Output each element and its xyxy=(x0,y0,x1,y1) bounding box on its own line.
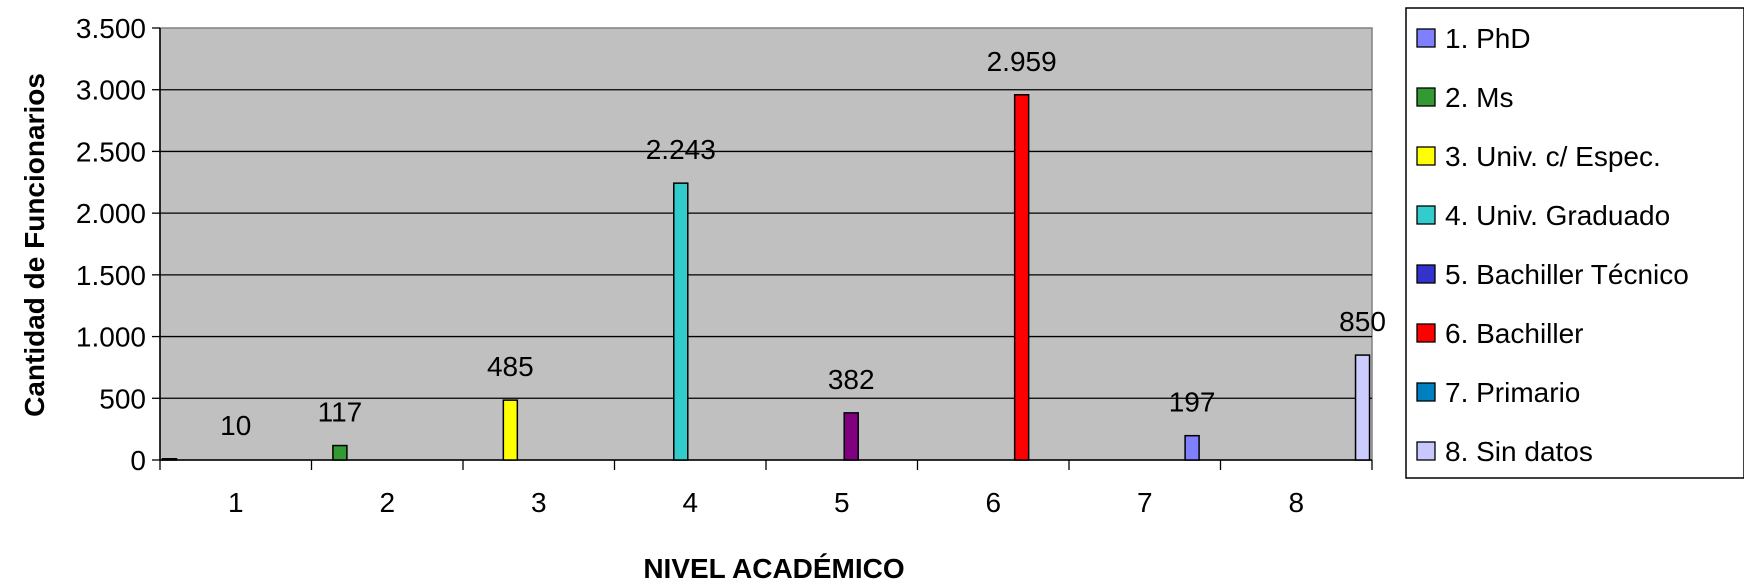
legend-swatch xyxy=(1416,323,1436,343)
data-label: 117 xyxy=(318,397,363,428)
legend-box xyxy=(1405,7,1744,479)
legend-label: 4. Univ. Graduado xyxy=(1445,200,1670,231)
plot-area xyxy=(159,27,1373,461)
legend-swatch xyxy=(1416,264,1436,284)
legend-swatch xyxy=(1416,146,1436,166)
legend: 1. PhD 2. Ms 3. Univ. c/ Espec. 4. Univ. Gr… xyxy=(1405,7,1744,479)
y-tick-label: 1.500 xyxy=(76,260,146,291)
x-tick-label: 2 xyxy=(379,487,395,518)
bar xyxy=(1354,354,1371,461)
data-label: 10 xyxy=(220,410,251,441)
data-labels: 10 117 485 2.243 382 2.959 197 850 xyxy=(220,46,1386,441)
x-tick-label: 1 xyxy=(228,487,244,518)
legend-swatch xyxy=(1416,382,1436,402)
legend-label: 8. Sin datos xyxy=(1445,436,1593,467)
bar xyxy=(1184,434,1200,461)
legend-label: 2. Ms xyxy=(1445,82,1513,113)
y-axis-title: Cantidad de Funcionarios xyxy=(19,73,50,417)
bar xyxy=(1013,94,1030,461)
bar xyxy=(843,412,859,461)
data-label: 485 xyxy=(487,351,534,382)
data-label: 2.959 xyxy=(987,46,1057,77)
data-label: 197 xyxy=(1169,387,1216,418)
x-axis-title: NIVEL ACADÉMICO xyxy=(643,553,904,584)
legend-label: 7. Primario xyxy=(1445,377,1580,408)
legend-label: 5. Bachiller Técnico xyxy=(1445,259,1689,290)
x-tick-label: 8 xyxy=(1288,487,1304,518)
bar xyxy=(673,182,689,461)
x-tick-label: 3 xyxy=(531,487,547,518)
y-tick-label: 2.500 xyxy=(76,136,146,167)
legend-label: 3. Univ. c/ Espec. xyxy=(1445,141,1661,172)
data-label: 382 xyxy=(828,364,875,395)
y-tick-label: 3.500 xyxy=(76,13,146,44)
legend-swatch xyxy=(1416,441,1436,461)
legend-swatch xyxy=(1416,205,1436,225)
y-tick-label: 0 xyxy=(130,445,146,476)
y-tick-label: 2.000 xyxy=(76,198,146,229)
bar xyxy=(332,444,348,461)
x-tick-label: 4 xyxy=(682,487,698,518)
bars xyxy=(161,94,1371,461)
bar xyxy=(161,458,178,461)
legend-label: 6. Bachiller xyxy=(1445,318,1584,349)
x-tick-label: 6 xyxy=(985,487,1001,518)
x-tick-label: 7 xyxy=(1137,487,1153,518)
legend-label: 1. PhD xyxy=(1445,23,1531,54)
y-tick-label: 500 xyxy=(99,383,146,414)
data-label: 850 xyxy=(1339,306,1386,337)
x-tick-label: 5 xyxy=(834,487,850,518)
legend-swatch xyxy=(1416,28,1436,48)
y-tick-label: 1.000 xyxy=(76,322,146,353)
data-label: 2.243 xyxy=(646,134,716,165)
bar xyxy=(502,399,519,461)
gridlines xyxy=(160,89,1372,399)
x-axis: 1 2 3 4 5 6 7 8 xyxy=(159,459,1373,518)
y-axis: 0 500 1.000 1.500 2.000 2.500 3.000 3.500 xyxy=(76,13,161,476)
y-tick-label: 3.000 xyxy=(76,75,146,106)
legend-swatch xyxy=(1416,87,1436,107)
